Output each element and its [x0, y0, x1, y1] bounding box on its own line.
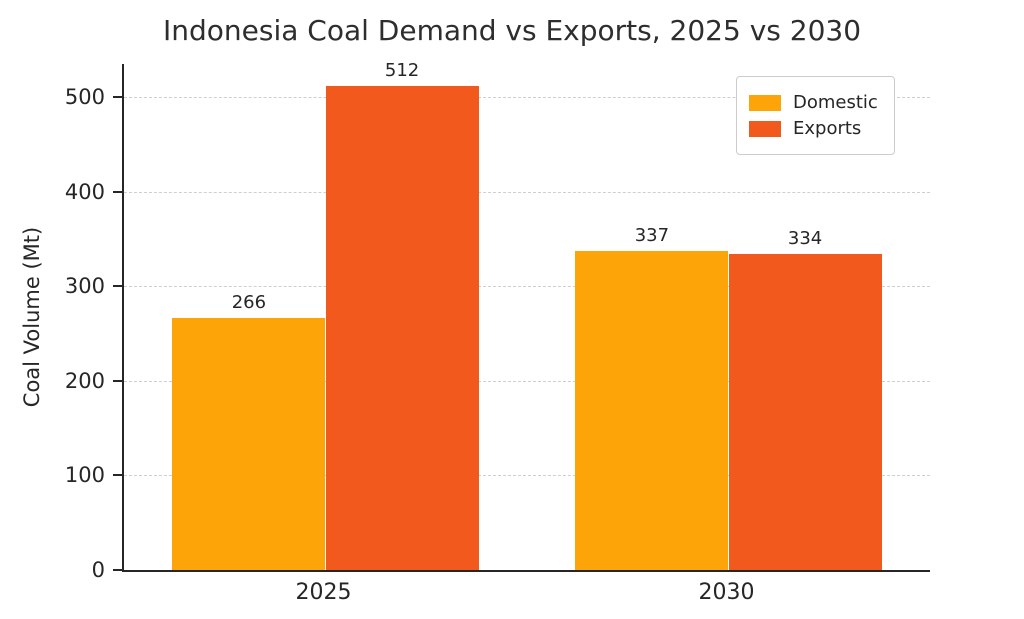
value-label-domestic-2025: 266 — [231, 292, 267, 314]
y-tick-label-500: 500 — [64, 85, 105, 110]
x-tick-label-2030: 2030 — [698, 580, 755, 605]
legend-item-domestic: Domestic — [749, 92, 878, 113]
legend-label-exports: Exports — [793, 118, 862, 139]
grid-line-200 — [124, 380, 930, 382]
y-tick-mark-300 — [113, 285, 122, 288]
value-label-exports-2030: 334 — [787, 228, 823, 250]
bar-domestic-2025 — [172, 318, 326, 570]
legend: Domestic Exports — [736, 76, 895, 155]
y-tick-mark-200 — [113, 379, 122, 382]
grid-line-300 — [124, 286, 930, 288]
legend-swatch-domestic — [749, 94, 781, 111]
y-tick-label-400: 400 — [64, 179, 105, 204]
value-label-exports-2025: 512 — [384, 59, 420, 81]
y-tick-mark-400 — [113, 190, 122, 193]
value-label-domestic-2030: 337 — [634, 225, 670, 247]
grid-line-400 — [124, 191, 930, 193]
bar-exports-2030 — [728, 254, 882, 570]
legend-label-domestic: Domestic — [793, 92, 878, 113]
y-tick-label-200: 200 — [64, 368, 105, 393]
x-tick-label-2025: 2025 — [295, 580, 352, 605]
y-tick-label-0: 0 — [91, 558, 105, 582]
y-tick-mark-500 — [113, 96, 122, 99]
bar-domestic-2030 — [575, 251, 729, 570]
grid-line-500 — [124, 97, 930, 99]
legend-item-exports: Exports — [749, 118, 878, 139]
y-tick-label-100: 100 — [64, 463, 105, 488]
y-tick-mark-100 — [113, 474, 122, 477]
y-axis-label: Coal Volume (Mt) — [20, 226, 44, 408]
chart-title: Indonesia Coal Demand vs Exports, 2025 v… — [162, 14, 862, 47]
plot-area: 266 512 337 334 — [122, 60, 930, 572]
legend-swatch-exports — [749, 120, 781, 137]
y-tick-label-300: 300 — [64, 274, 105, 299]
bar-exports-2025 — [325, 85, 479, 570]
grid-line-100 — [124, 475, 930, 477]
y-tick-mark-0 — [113, 569, 122, 571]
